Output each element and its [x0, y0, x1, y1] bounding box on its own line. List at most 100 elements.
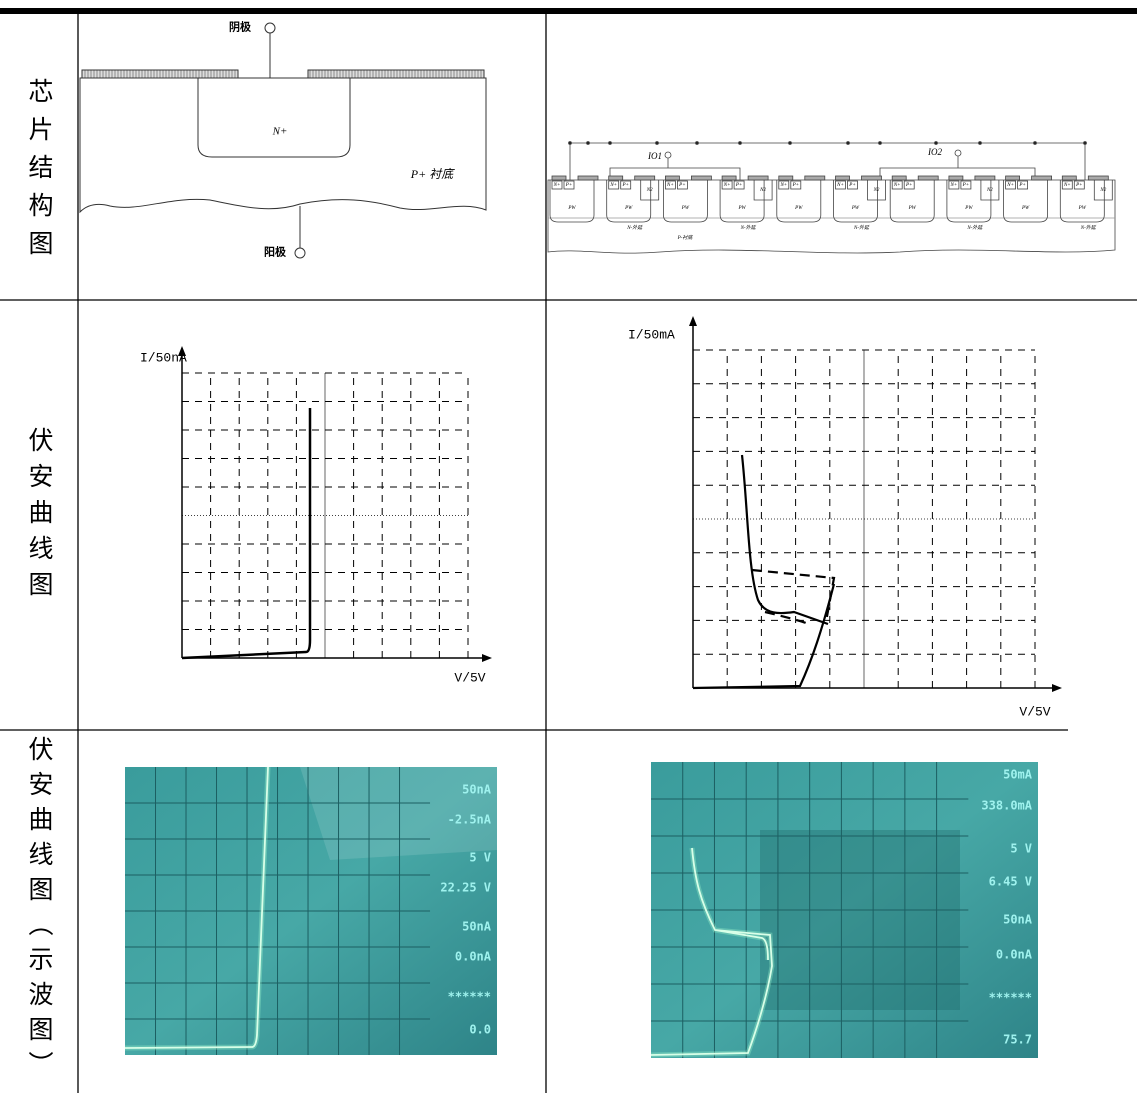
label: N+: [779, 183, 787, 188]
label: N+: [950, 183, 958, 188]
label: N+: [836, 183, 844, 188]
metal-pad: [665, 176, 679, 180]
terminal: [955, 150, 961, 156]
scope-readout: 0.0nA: [996, 948, 1033, 962]
reflection: [760, 830, 960, 1010]
label: P+: [735, 183, 742, 188]
label: PW: [624, 206, 633, 211]
row-header: 伏安曲线图（示波图）: [0, 736, 78, 1086]
n-well: [198, 78, 350, 157]
substrate: [80, 78, 486, 212]
label: 阳极: [264, 245, 287, 259]
scope-readout: 50nA: [462, 920, 492, 934]
metal-pad: [1006, 176, 1020, 180]
label: N2: [1099, 188, 1106, 193]
label: P+: [962, 183, 969, 188]
scope-readout: 50nA: [462, 783, 492, 797]
metal-pad: [862, 176, 882, 180]
via: [979, 142, 982, 145]
metal-pad: [949, 176, 963, 180]
structure-right: [548, 142, 1115, 254]
metal-pad: [691, 176, 711, 180]
label: N-外延: [740, 224, 757, 231]
via: [847, 142, 850, 145]
scope-readout: 0.0nA: [455, 950, 492, 964]
metal-pad: [918, 176, 938, 180]
label: PW: [851, 206, 860, 211]
via: [696, 142, 699, 145]
metal: [308, 70, 484, 78]
document-table: 阴极 N+ P+ 衬底 阳极 IO1 IO2 P-衬底 I/50nA V/5V …: [0, 0, 1137, 1093]
arrow: [482, 654, 492, 662]
label: P+: [678, 183, 685, 188]
iv-chart-left: [178, 346, 492, 662]
label: P+: [565, 183, 572, 188]
metal-pad: [722, 176, 736, 180]
scope-readout: 50mA: [1003, 768, 1033, 782]
scope-readout: 338.0mA: [981, 799, 1032, 813]
label: N+: [272, 126, 288, 138]
label: N2: [986, 188, 993, 193]
label: N+: [666, 183, 674, 188]
metal-pad: [748, 176, 768, 180]
label: N-外延: [1080, 224, 1097, 231]
scope-readout: 50nA: [1003, 913, 1033, 927]
label: P+: [1018, 183, 1025, 188]
via: [587, 142, 590, 145]
iv-chart-right: [689, 316, 1062, 692]
scope-readout: 5 V: [1010, 842, 1032, 856]
label: P+: [621, 183, 628, 188]
scope-readout: ******: [448, 990, 491, 1004]
axis-label: V/5V: [454, 670, 485, 685]
via: [1084, 142, 1087, 145]
label: PW: [964, 206, 973, 211]
terminal: [295, 248, 305, 258]
arrow: [1052, 684, 1062, 692]
metal-pad: [635, 176, 655, 180]
iv-curve: [182, 408, 310, 658]
metal: [82, 70, 238, 78]
label: P+: [1075, 183, 1082, 188]
label: P+: [792, 183, 799, 188]
arrow: [689, 316, 697, 326]
scope-readout: 22.25 V: [440, 881, 491, 895]
iv-curve-dashed: [752, 570, 834, 624]
label: P+ 衬底: [410, 167, 455, 181]
label: N+: [893, 183, 901, 188]
label: N+: [609, 183, 617, 188]
axis-label: V/5V: [1019, 704, 1050, 719]
page: 阴极 N+ P+ 衬底 阳极 IO1 IO2 P-衬底 I/50nA V/5V …: [0, 0, 1137, 1093]
label: P+: [905, 183, 912, 188]
scope-readout: 0.0: [469, 1023, 491, 1037]
label: N-外延: [626, 224, 643, 231]
structure-left: [80, 23, 486, 258]
scope-readout: 75.7: [1003, 1033, 1032, 1047]
top-rule: [0, 8, 1137, 14]
scope-readout: 5 V: [469, 851, 491, 865]
via: [879, 142, 882, 145]
label: N+: [553, 183, 561, 188]
label: PW: [737, 206, 746, 211]
label: PW: [794, 206, 803, 211]
label: PW: [1078, 206, 1087, 211]
via: [935, 142, 938, 145]
scope-readout: ******: [989, 991, 1032, 1005]
metal-pad: [578, 176, 598, 180]
label: P-衬底: [677, 234, 694, 241]
via: [1034, 142, 1037, 145]
label: N-外延: [966, 224, 983, 231]
via: [789, 142, 792, 145]
label: N2: [873, 188, 880, 193]
label: N-外延: [853, 224, 870, 231]
substrate: [548, 180, 1115, 253]
label: N2: [759, 188, 766, 193]
label: PW: [1021, 206, 1030, 211]
label: N+: [1006, 183, 1014, 188]
metal-pad: [1062, 176, 1076, 180]
axis-label: I/50mA: [628, 327, 675, 342]
metal-pad: [779, 176, 793, 180]
label: PW: [908, 206, 917, 211]
metal-pad: [805, 176, 825, 180]
label: IO1: [647, 151, 662, 161]
